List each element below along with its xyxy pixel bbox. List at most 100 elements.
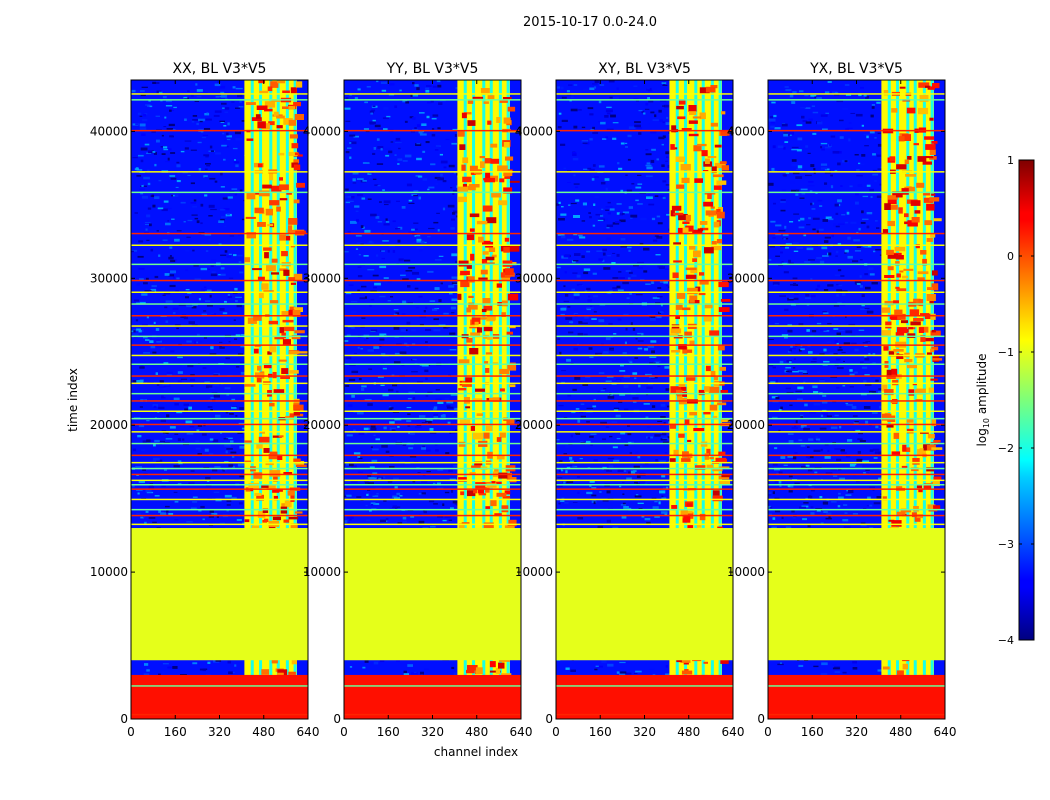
heatmap-noise <box>805 121 812 124</box>
heatmap-noise <box>589 113 594 116</box>
heatmap-noise <box>368 477 375 479</box>
heatmap-noise <box>599 491 602 493</box>
heatmap-noise <box>143 337 148 339</box>
heatmap-noise <box>399 351 407 355</box>
rfi-blotch <box>288 119 296 126</box>
heatmap-noise <box>794 452 798 454</box>
flag-line <box>768 93 945 95</box>
heatmap-noise <box>212 439 219 443</box>
heatmap-noise <box>775 233 782 236</box>
heatmap-noise <box>854 421 859 423</box>
heatmap-noise <box>664 452 668 454</box>
rfi-blotch <box>913 318 924 322</box>
heatmap-noise <box>218 220 224 223</box>
heatmap-noise <box>807 185 815 187</box>
heatmap-noise <box>640 217 647 221</box>
rfi-blotch <box>494 468 499 473</box>
heatmap-noise <box>421 492 426 495</box>
rfi-blotch <box>461 522 470 525</box>
heatmap-noise <box>769 364 774 367</box>
heatmap-noise <box>650 318 656 321</box>
heatmap-noise <box>215 414 221 418</box>
heatmap-noise <box>234 159 236 161</box>
heatmap-noise <box>831 234 834 238</box>
heatmap-noise <box>812 228 816 231</box>
heatmap-noise <box>820 522 824 525</box>
heatmap-noise <box>381 257 385 260</box>
rfi-blotch <box>502 496 511 499</box>
flag-line <box>131 392 308 395</box>
heatmap-noise <box>609 208 615 211</box>
heatmap-noise <box>412 358 417 361</box>
heatmap-noise <box>357 275 363 278</box>
heatmap-noise <box>235 138 243 141</box>
flag-line <box>131 354 308 357</box>
heatmap-noise <box>437 84 442 88</box>
heatmap-noise <box>351 465 357 468</box>
heatmap-noise <box>360 348 363 350</box>
heatmap-noise <box>613 407 620 410</box>
x-tick-label: 0 <box>127 725 135 739</box>
heatmap-noise <box>557 338 561 340</box>
rfi-blotch <box>507 364 517 371</box>
heatmap-noise <box>413 222 419 224</box>
rfi-blotch <box>914 210 921 214</box>
heatmap-noise <box>876 154 882 157</box>
heatmap-noise <box>395 140 401 142</box>
heatmap-noise <box>594 196 600 198</box>
heatmap-noise <box>768 494 772 496</box>
heatmap-noise <box>138 267 145 270</box>
rfi-blotch <box>670 386 682 394</box>
rfi-blotch <box>930 233 936 238</box>
heatmap-noise <box>231 496 237 500</box>
heatmap-noise <box>431 128 435 131</box>
rfi-blotch <box>933 440 941 443</box>
heatmap-noise <box>839 477 845 481</box>
heatmap-noise <box>616 285 621 289</box>
rfi-blotch <box>907 156 912 160</box>
heatmap-noise <box>131 315 135 319</box>
heatmap-noise <box>634 377 637 380</box>
heatmap-noise <box>237 94 243 98</box>
heatmap-noise <box>781 334 789 336</box>
rfi-blotch <box>466 669 475 674</box>
heatmap-noise <box>149 105 153 108</box>
heatmap-noise <box>382 240 389 242</box>
rfi-blotch <box>475 388 485 392</box>
heatmap-noise <box>186 305 194 308</box>
heatmap-noise <box>613 459 620 462</box>
heatmap-noise <box>802 463 806 466</box>
flag-line <box>131 244 308 246</box>
heatmap-noise <box>221 216 228 218</box>
heatmap-noise <box>661 164 665 168</box>
heatmap-noise <box>421 447 426 450</box>
rfi-blotch <box>918 82 930 88</box>
heatmap-noise <box>785 89 792 91</box>
heatmap-noise <box>652 119 659 121</box>
heatmap-noise <box>822 128 828 131</box>
heatmap-noise <box>770 120 775 124</box>
heatmap-noise <box>574 253 581 256</box>
heatmap-noise <box>369 110 374 114</box>
heatmap-noise <box>793 250 799 252</box>
flag-line <box>344 363 521 365</box>
flag-line <box>768 473 945 476</box>
heatmap-noise <box>796 189 800 193</box>
rfi-blotch <box>246 232 256 239</box>
heatmap-noise <box>173 106 177 109</box>
heatmap-noise <box>148 517 156 519</box>
heatmap-noise <box>206 480 210 482</box>
heatmap-noise <box>234 193 238 196</box>
heatmap-noise <box>831 91 838 94</box>
rfi-blotch <box>678 386 687 391</box>
heatmap-noise <box>660 438 667 441</box>
heatmap-noise <box>862 342 868 344</box>
heatmap-noise <box>657 287 662 289</box>
heatmap-noise <box>782 233 789 237</box>
heatmap-noise <box>808 259 815 261</box>
rfi-blotch <box>675 156 685 162</box>
x-tick-label: 640 <box>722 725 745 739</box>
heatmap-noise <box>775 224 782 227</box>
heatmap-noise <box>152 521 157 524</box>
rfi-blotch <box>670 328 682 334</box>
